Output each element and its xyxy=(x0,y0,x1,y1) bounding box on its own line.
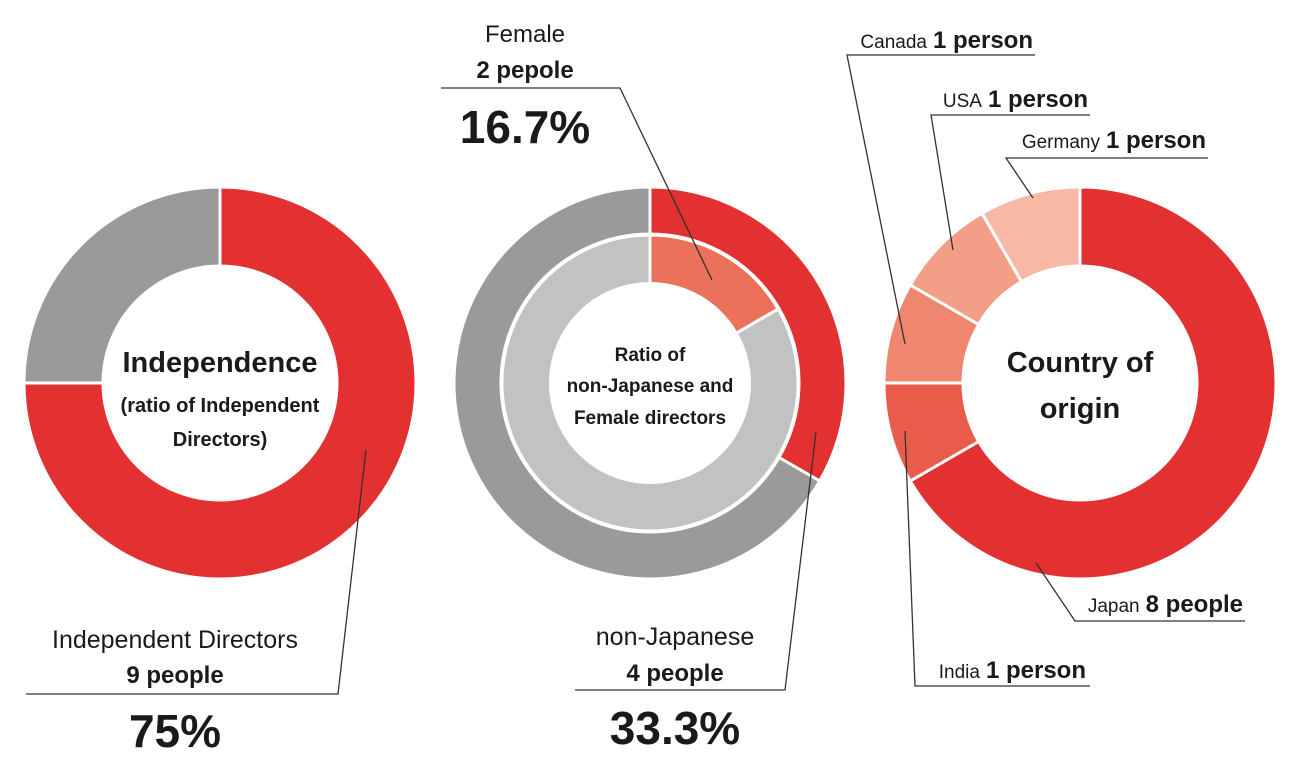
independence-center-line-2: (ratio of Independent xyxy=(121,395,320,417)
japan-leader-line xyxy=(1035,562,1245,622)
non-japanese-percent: 33.3% xyxy=(610,702,740,754)
independence-center-line-1: Independence xyxy=(123,347,318,379)
independence-center-line-3: Directors) xyxy=(173,429,267,451)
india-label: India 1 person xyxy=(939,657,1086,684)
independent-directors-label: Independent Directors xyxy=(52,626,298,654)
usa-leader-line xyxy=(930,114,1090,251)
japan-label: Japan 8 people xyxy=(1088,591,1243,618)
female-percent: 16.7% xyxy=(460,101,590,153)
independent-directors-leader-line xyxy=(26,449,367,695)
independence-donut-chart: Independence (ratio of Independent Direc… xyxy=(22,185,418,757)
canada-label: Canada 1 person xyxy=(860,27,1033,54)
non-japanese-label: non-Japanese xyxy=(596,623,754,651)
female-count: 2 pepole xyxy=(476,57,573,84)
india-leader-line xyxy=(904,430,1090,687)
female-label: Female xyxy=(485,21,565,48)
non-independent-slice xyxy=(22,185,222,385)
usa-label: USA 1 person xyxy=(943,86,1088,113)
country-center-line-2: origin xyxy=(1040,393,1121,425)
diversity-center-line-3: Female directors xyxy=(574,408,726,429)
diversity-center-line-2: non-Japanese and xyxy=(567,376,734,397)
diversity-nested-donut-chart: Ratio of non-Japanese and Female directo… xyxy=(441,21,848,754)
canada-leader-line xyxy=(846,54,1035,345)
diversity-center-line-1: Ratio of xyxy=(615,345,686,366)
independent-directors-count: 9 people xyxy=(126,662,223,689)
country-of-origin-donut-chart: Country of origin Canada 1 person USA 1 pe… xyxy=(846,27,1278,687)
germany-leader-line xyxy=(1004,157,1208,199)
country-center-line-1: Country of xyxy=(1007,347,1154,379)
germany-label: Germany 1 person xyxy=(1022,127,1206,154)
independent-directors-slice xyxy=(22,185,418,581)
independent-directors-percent: 75% xyxy=(129,705,221,757)
non-japanese-count: 4 people xyxy=(626,660,723,687)
germany-slice xyxy=(979,185,1082,284)
japan-slice xyxy=(908,185,1278,581)
female-leader-line xyxy=(441,87,713,281)
non-japanese-leader-line xyxy=(575,431,817,691)
diversity-center-hole xyxy=(549,282,751,484)
